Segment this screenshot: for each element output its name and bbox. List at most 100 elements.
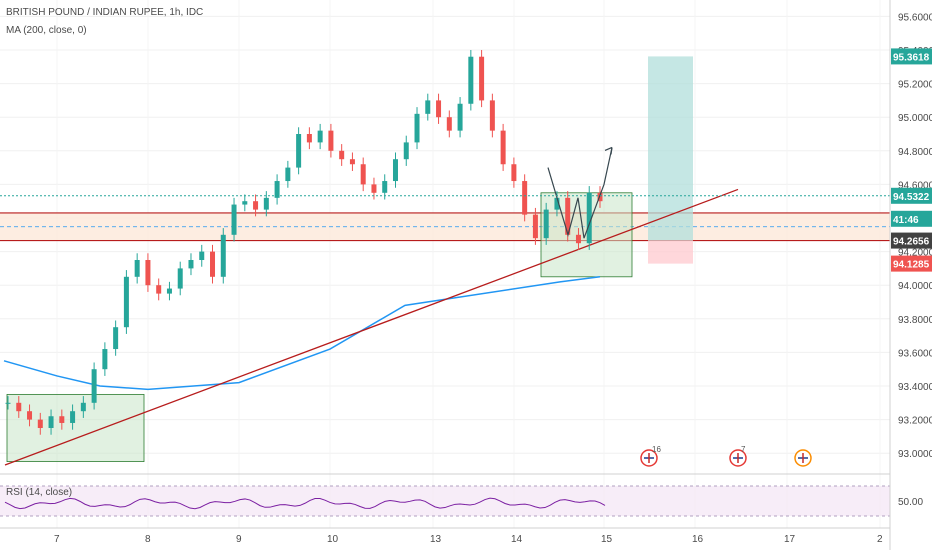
countdown-bg bbox=[891, 210, 932, 227]
rsi-tick-label: 50.00 bbox=[898, 497, 923, 508]
candle-body bbox=[575, 234, 581, 244]
candle-body bbox=[586, 192, 592, 244]
economic-events[interactable]: 16 7 bbox=[640, 445, 812, 467]
candle-body bbox=[80, 402, 86, 412]
x-tick-label: 2 bbox=[877, 534, 883, 545]
price-axis[interactable]: 95.600095.400095.200095.000094.800094.60… bbox=[889, 0, 932, 550]
x-tick-label: 13 bbox=[430, 534, 442, 545]
target-price-tag-bg bbox=[891, 48, 932, 65]
candle-body bbox=[371, 184, 377, 193]
entry-price-tag-bg bbox=[891, 232, 932, 249]
candle-body bbox=[199, 251, 205, 260]
y-tick-label: 93.4000 bbox=[898, 382, 932, 393]
target-zone bbox=[648, 56, 693, 241]
x-tick-label: 16 bbox=[692, 534, 704, 545]
trendline[interactable] bbox=[4, 188, 739, 466]
candle-body bbox=[522, 181, 528, 215]
x-tick-label: 15 bbox=[601, 534, 613, 545]
candle-body bbox=[263, 197, 269, 210]
long-position-tool[interactable] bbox=[648, 56, 693, 264]
candle-body bbox=[425, 100, 431, 114]
candle-body bbox=[285, 167, 291, 182]
rsi-legend[interactable]: RSI (14, close) bbox=[6, 487, 73, 498]
accumulation-box bbox=[6, 393, 145, 462]
candle-body bbox=[48, 416, 54, 428]
candle-body bbox=[166, 288, 172, 294]
candle-body bbox=[436, 100, 442, 118]
entry-price-tag: 94.2656 bbox=[893, 237, 930, 248]
candle-body bbox=[231, 204, 237, 235]
y-tick-label: 93.6000 bbox=[898, 348, 932, 359]
zigzag-pattern-drawing[interactable] bbox=[547, 146, 613, 239]
arrow-head bbox=[604, 146, 613, 155]
candle-body bbox=[134, 260, 140, 277]
candle-body bbox=[177, 268, 183, 289]
candle-body bbox=[511, 164, 517, 182]
y-tick-label: 95.2000 bbox=[898, 80, 932, 91]
event-count: 7 bbox=[741, 445, 746, 454]
x-tick-label: 8 bbox=[145, 534, 151, 545]
candle-body bbox=[123, 276, 129, 328]
countdown-tag: 41:46 bbox=[893, 215, 919, 226]
y-tick-label: 94.8000 bbox=[898, 147, 932, 158]
ma-200-line bbox=[3, 276, 601, 391]
stop-price-tag: 94.1285 bbox=[893, 260, 930, 271]
y-tick-label: 94.0000 bbox=[898, 281, 932, 292]
target-price-tag: 95.3618 bbox=[893, 52, 930, 63]
candles bbox=[5, 50, 603, 435]
y-tick-label: 94.6000 bbox=[898, 180, 932, 191]
rsi-band bbox=[0, 486, 890, 516]
zigzag-line bbox=[547, 147, 613, 239]
candle-body bbox=[489, 100, 495, 131]
candle-body bbox=[37, 419, 43, 428]
y-tick-label: 94.2000 bbox=[898, 248, 932, 259]
candle-body bbox=[392, 159, 398, 182]
candle-body bbox=[382, 181, 388, 193]
candle-body bbox=[457, 103, 463, 131]
x-tick-label: 17 bbox=[784, 534, 796, 545]
candle-body bbox=[306, 134, 312, 143]
candle-body bbox=[296, 134, 302, 168]
candle-body bbox=[91, 369, 97, 403]
y-tick-label: 93.0000 bbox=[898, 449, 932, 460]
candle-body bbox=[317, 130, 323, 143]
candle-body bbox=[188, 260, 194, 269]
candle-body bbox=[59, 416, 65, 423]
candle-body bbox=[253, 201, 259, 210]
candle-body bbox=[468, 56, 474, 104]
candle-body bbox=[156, 285, 162, 294]
candle-body bbox=[360, 164, 366, 185]
x-tick-label: 10 bbox=[327, 534, 339, 545]
candle-body bbox=[500, 130, 506, 165]
candle-body bbox=[145, 260, 151, 286]
candle-body bbox=[102, 349, 108, 370]
candle-body bbox=[16, 402, 22, 412]
candle-body bbox=[70, 411, 76, 423]
y-tick-label: 95.6000 bbox=[898, 12, 932, 23]
candle-body bbox=[565, 197, 571, 235]
rsi-pane: 50.00 bbox=[0, 473, 923, 517]
candle-body bbox=[113, 327, 119, 350]
x-tick-label: 14 bbox=[511, 534, 523, 545]
candle-body bbox=[220, 234, 226, 277]
symbol-title[interactable]: BRITISH POUND / INDIAN RUPEE, 1h, IDC bbox=[6, 7, 204, 18]
candle-body bbox=[328, 130, 334, 151]
support-zone[interactable] bbox=[0, 212, 890, 242]
stop-zone bbox=[648, 240, 693, 264]
candle-body bbox=[5, 402, 11, 404]
candle-body bbox=[210, 251, 216, 277]
x-tick-label: 7 bbox=[54, 534, 60, 545]
ma-legend[interactable]: MA (200, close, 0) bbox=[6, 25, 87, 36]
candle-body bbox=[532, 214, 538, 239]
candle-body bbox=[414, 113, 420, 143]
candle-body bbox=[274, 181, 280, 198]
candle-body bbox=[543, 209, 549, 239]
candle-body bbox=[446, 117, 452, 131]
candle-body bbox=[349, 159, 355, 165]
price-tags: 95.3618 94.5322 41:46 94.2656 94.1285 bbox=[891, 48, 932, 272]
time-axis[interactable]: 7 8 9 10 13 14 15 16 17 2 bbox=[0, 527, 890, 545]
rsi-line bbox=[4, 497, 606, 510]
candle-body bbox=[479, 56, 485, 101]
candle-body bbox=[403, 142, 409, 160]
